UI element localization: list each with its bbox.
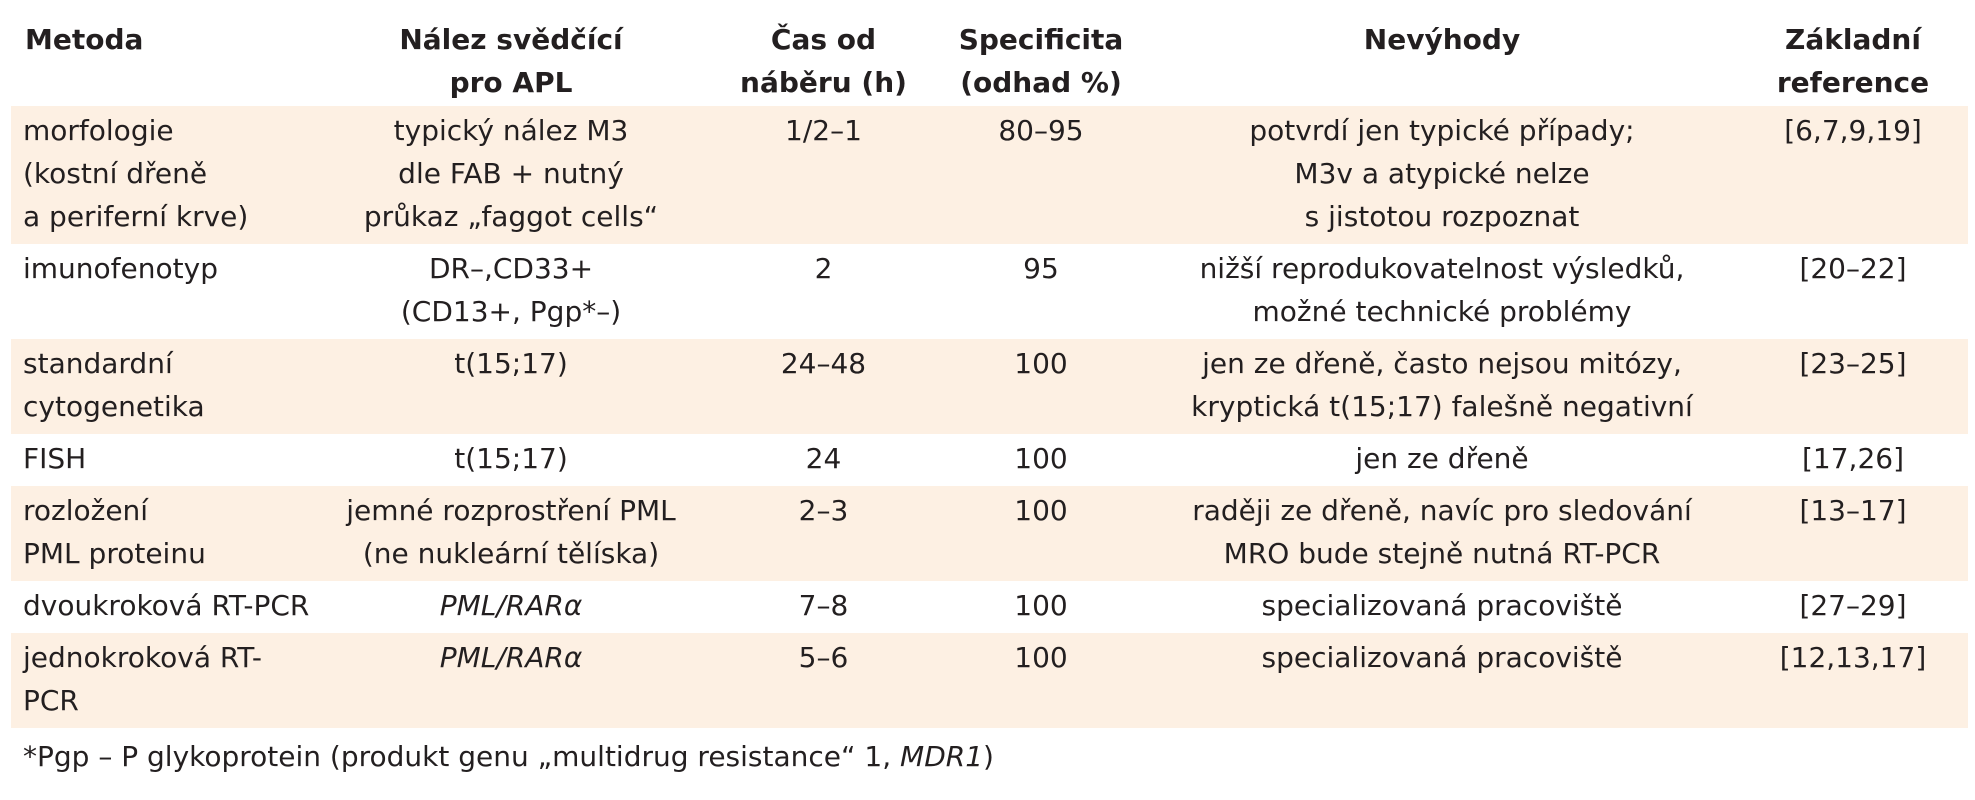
cell-metoda: standardní cytogenetika (11, 339, 311, 434)
table-row: dvoukroková RT-PCR PML/RARα 7–8 100 spec… (11, 581, 1968, 633)
table-row: jednokroková RT-PCR PML/RARα 5–6 100 spe… (11, 633, 1968, 728)
cell-nevyhody: jen ze dřeně, často nejsou mitózy, krypti… (1146, 339, 1738, 434)
cell-reference: [23–25] (1738, 339, 1968, 434)
cell-specificita: 100 (936, 339, 1146, 434)
cell-nalez: t(15;17) (454, 442, 568, 475)
cell-cas: 7–8 (798, 589, 849, 622)
cell-cas: 2–3 (711, 486, 936, 581)
footnote-text: *Pgp – P glykoprotein (produkt genu „mul… (23, 740, 901, 773)
cell-nevyhody: specializovaná pracoviště (1261, 589, 1623, 622)
cell-reference: [17,26] (1801, 442, 1904, 475)
cell-specificita: 80–95 (936, 106, 1146, 244)
cell-cas: 5–6 (711, 633, 936, 728)
header-nevyhody: Nevýhody (1363, 23, 1521, 56)
cell-nalez: PML/RARα (439, 589, 583, 622)
cell-metoda: rozložení PML proteinu (11, 486, 311, 581)
cell-nalez: typický nález M3 dle FAB + nutný průkaz „f… (311, 106, 711, 244)
cell-nalez: t(15;17) (311, 339, 711, 434)
cell-cas: 2 (814, 252, 833, 285)
table-row: FISH t(15;17) 24 100 jen ze dřeně [17,26… (11, 434, 1968, 486)
cell-metoda: imunofenotyp (23, 252, 218, 285)
cell-specificita: 100 (936, 633, 1146, 728)
cell-nalez: DR–,CD33+ (CD13+, Pgp*–) (400, 252, 622, 328)
table-row: morfologie (kostní dřeně a periferní krve)… (11, 106, 1968, 244)
cell-specificita: 95 (1023, 252, 1059, 285)
cell-cas: 1/2–1 (711, 106, 936, 244)
header-reference: Základní reference (1776, 23, 1930, 99)
cell-cas: 24 (805, 442, 842, 475)
cell-nalez: PML/RARα (311, 633, 711, 728)
cell-metoda: jednokroková RT-PCR (11, 633, 311, 728)
cell-reference: [12,13,17] (1738, 633, 1968, 728)
header-nalez: Nález svědčící pro APL (399, 23, 623, 99)
cell-metoda: dvoukroková RT-PCR (23, 589, 310, 622)
footnote: *Pgp – P glykoprotein (produkt genu „mul… (23, 737, 994, 777)
footnote-close: ) (983, 740, 994, 773)
methods-table: Metoda Nález svědčící pro APL Čas od náběr… (11, 14, 1968, 728)
cell-reference: [6,7,9,19] (1738, 106, 1968, 244)
cell-nevyhody: jen ze dřeně (1355, 442, 1529, 475)
cell-reference: [13–17] (1738, 486, 1968, 581)
header-cas: Čas od náběru (h) (740, 23, 907, 99)
cell-metoda: morfologie (kostní dřeně a periferní krve) (11, 106, 311, 244)
cell-metoda: FISH (23, 442, 87, 475)
header-metoda: Metoda (25, 23, 144, 56)
table-row: standardní cytogenetika t(15;17) 24–48 10… (11, 339, 1968, 434)
table-row: rozložení PML proteinu jemné rozprostření… (11, 486, 1968, 581)
footnote-gene: MDR1 (900, 740, 984, 773)
cell-nevyhody: potvrdí jen typické případy; M3v a atypic… (1146, 106, 1738, 244)
cell-nevyhody: raději ze dřeně, navíc pro sledování MRO … (1146, 486, 1738, 581)
table-row: imunofenotyp DR–,CD33+ (CD13+, Pgp*–) 2 9… (11, 244, 1968, 339)
header-row: Metoda Nález svědčící pro APL Čas od náběr… (11, 14, 1968, 106)
cell-cas: 24–48 (711, 339, 936, 434)
cell-reference: [20–22] (1799, 252, 1907, 285)
header-specificita: Specificita (odhad %) (958, 23, 1124, 99)
cell-specificita: 100 (936, 486, 1146, 581)
cell-specificita: 100 (1014, 589, 1068, 622)
cell-reference: [27–29] (1799, 589, 1907, 622)
cell-nevyhody: nižší reprodukovatelnost výsledků, možné … (1199, 252, 1685, 328)
cell-specificita: 100 (1014, 442, 1068, 475)
cell-nalez: jemné rozprostření PML (ne nukleární tělí… (311, 486, 711, 581)
cell-nevyhody: specializovaná pracoviště (1146, 633, 1738, 728)
